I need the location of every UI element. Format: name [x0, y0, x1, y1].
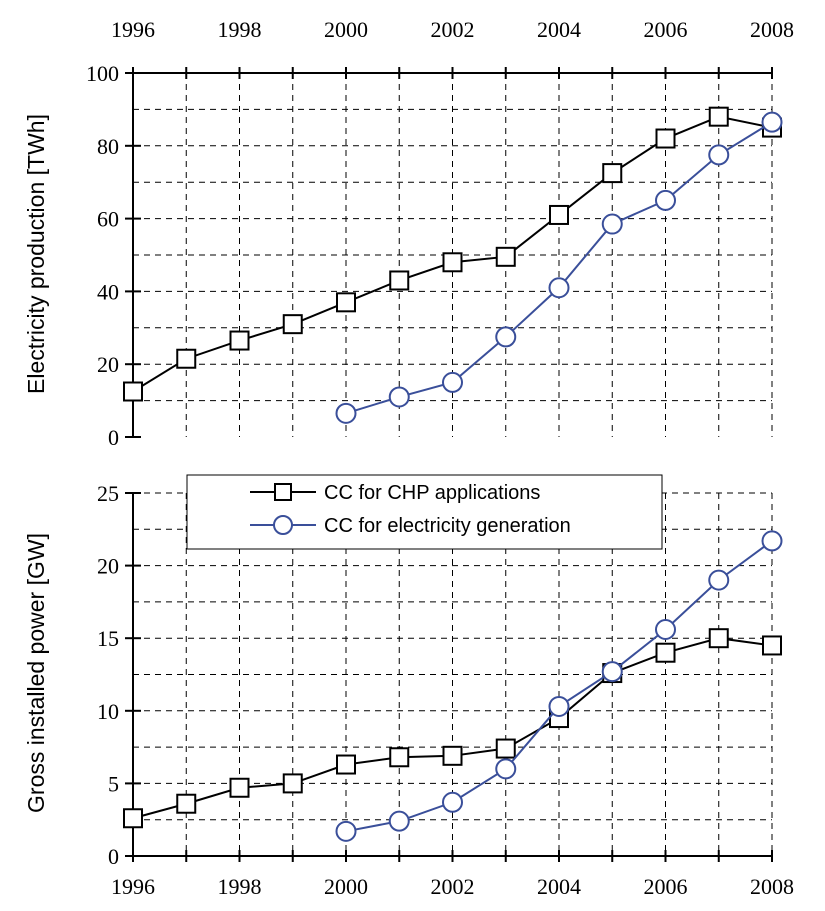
data-point-electricity [442, 371, 463, 393]
top-panel-x-tick-labels: 1996 1998 2000 2002 2004 2006 2008 [111, 17, 794, 42]
data-point-chp [549, 204, 569, 225]
data-point-chp [708, 106, 729, 127]
top-panel-grid [133, 72, 773, 437]
bottom-panel-x-tick-labels: 1996 1998 2000 2002 2004 2006 2008 [111, 874, 794, 899]
electricity-production-panel: 1996 1998 2000 2002 2004 2006 2008 0 20 40 60 80 10… [23, 17, 794, 450]
data-point-electricity [388, 810, 410, 832]
data-point-chp [602, 163, 623, 184]
y-tick-label: 25 [97, 481, 119, 506]
data-point-chp [176, 793, 197, 814]
data-point-chp [655, 642, 676, 663]
x-tick-label: 2006 [644, 874, 688, 899]
data-point-electricity [708, 144, 730, 166]
data-point-electricity [442, 791, 463, 813]
y-tick-label: 10 [97, 699, 119, 724]
data-point-chp [655, 128, 676, 149]
data-point-chp [762, 635, 782, 656]
legend-box [186, 474, 663, 550]
data-point-electricity [548, 277, 570, 299]
bottom-panel-y-axis-title: Gross installed power [GW] [23, 533, 49, 813]
legend-entry-electricity: CC for electricity generation [250, 515, 571, 537]
y-tick-label: 100 [86, 61, 119, 86]
x-tick-label: 2006 [644, 17, 688, 42]
y-tick-label: 80 [97, 134, 119, 159]
x-tick-label: 2000 [324, 874, 368, 899]
data-point-chp [495, 738, 516, 759]
data-point-chp [176, 348, 197, 369]
data-point-electricity [708, 569, 730, 591]
x-tick-label: 1998 [218, 874, 262, 899]
x-tick-label: 2008 [750, 874, 794, 899]
data-point-electricity [495, 326, 517, 348]
y-tick-label: 0 [108, 425, 119, 450]
data-point-electricity [655, 189, 676, 211]
data-point-chp [123, 381, 143, 402]
x-tick-label: 2008 [750, 17, 794, 42]
top-panel-y-axis-title: Electricity production [TWh] [23, 114, 49, 394]
data-point-electricity [388, 386, 410, 408]
y-tick-label: 20 [97, 554, 119, 579]
data-point-chp [282, 773, 303, 794]
data-point-electricity [761, 530, 783, 552]
top-panel-series [123, 106, 783, 424]
data-point-chp [123, 808, 143, 829]
x-tick-label: 2002 [431, 874, 475, 899]
x-tick-label: 1996 [111, 17, 155, 42]
data-point-electricity [495, 758, 517, 780]
data-point-electricity [655, 618, 676, 640]
data-point-chp [229, 330, 250, 351]
data-point-chp [708, 628, 729, 649]
data-point-electricity [335, 820, 357, 842]
top-panel-axes [125, 67, 773, 438]
y-tick-label: 15 [97, 626, 119, 651]
data-point-chp [336, 754, 356, 775]
legend-electricity-circle-marker [273, 515, 293, 535]
x-tick-label: 2004 [537, 17, 581, 42]
y-tick-label: 0 [108, 844, 119, 869]
x-tick-label: 1998 [218, 17, 262, 42]
data-point-chp [442, 252, 463, 273]
bottom-panel-series [123, 530, 783, 842]
data-point-chp [336, 292, 356, 313]
y-tick-label: 60 [97, 207, 119, 232]
x-tick-label: 2002 [431, 17, 475, 42]
data-point-chp [389, 747, 410, 768]
data-point-electricity [601, 661, 623, 683]
data-point-chp [229, 777, 250, 798]
legend-electricity-label: CC for electricity generation [324, 515, 571, 537]
installed-power-panel: 1996 1998 2000 2002 2004 2006 2008 0510152025 … [23, 481, 794, 899]
data-point-electricity [761, 111, 783, 133]
legend-chp-label: CC for CHP applications [324, 482, 540, 504]
data-point-chp [389, 270, 410, 291]
legend: CC for CHP applications CC for electrici… [186, 474, 663, 550]
legend-chp-square-marker [274, 483, 292, 501]
data-point-electricity [335, 402, 357, 424]
bottom-panel-y-tick-labels: 0 5 10 15 20 25 [97, 481, 119, 869]
x-tick-label: 2000 [324, 17, 368, 42]
data-point-electricity [548, 695, 570, 717]
top-panel-y-tick-labels: 0 20 40 60 80 100 [86, 61, 119, 450]
legend-entry-chp: CC for CHP applications [250, 482, 540, 504]
x-tick-label: 2004 [537, 874, 581, 899]
y-tick-label: 5 [108, 771, 119, 796]
y-tick-label: 40 [97, 279, 119, 304]
y-tick-label: 20 [97, 352, 119, 377]
data-point-electricity [601, 213, 623, 235]
data-point-chp [282, 314, 303, 335]
data-point-chp [495, 246, 516, 267]
bottom-panel-axes [125, 492, 773, 862]
x-tick-label: 1996 [111, 874, 155, 899]
data-point-chp [442, 745, 463, 766]
